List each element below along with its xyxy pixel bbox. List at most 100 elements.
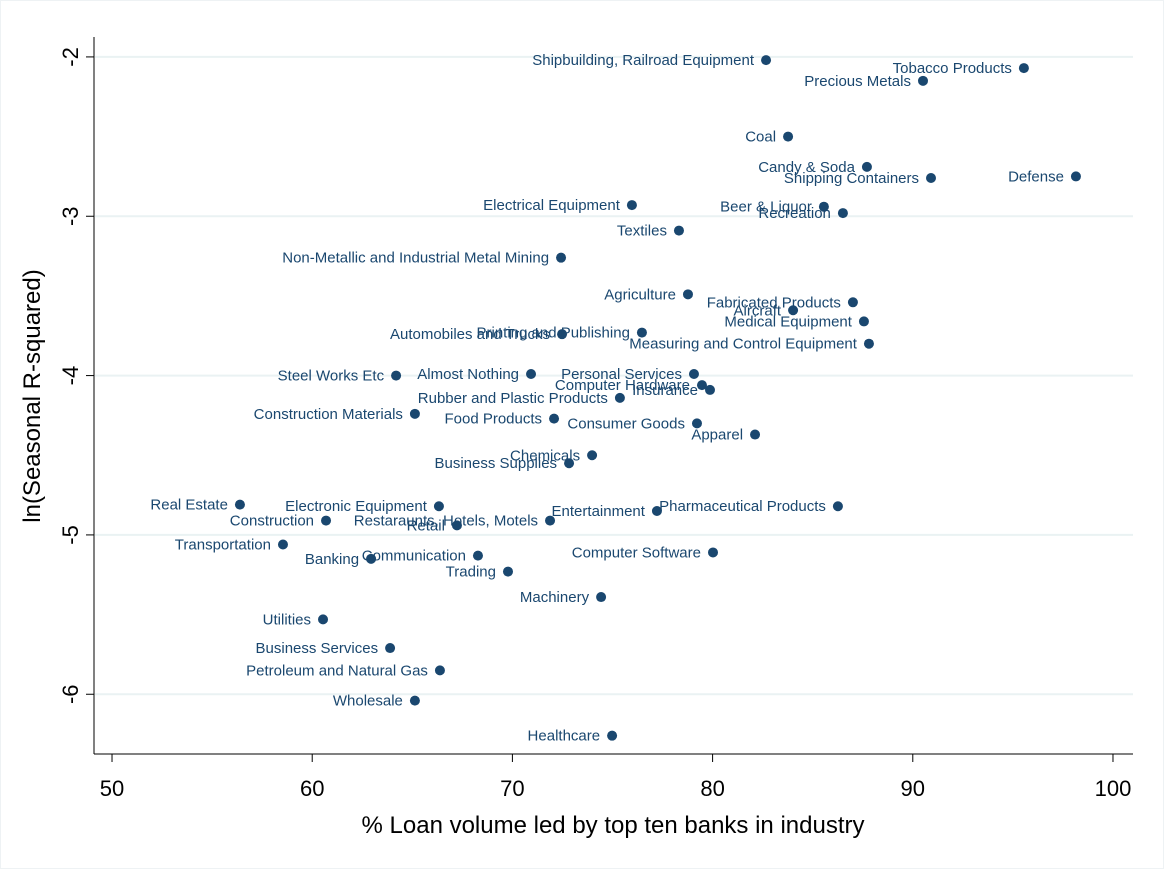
point-label: Shipbuilding, Railroad Equipment — [532, 52, 755, 69]
point-label: Construction Materials — [254, 406, 403, 423]
point — [861, 161, 872, 172]
point-label: Business Services — [256, 640, 379, 657]
point-label: Almost Nothing — [417, 366, 519, 383]
point-label: Defense — [1008, 168, 1064, 185]
x-tick-label: 90 — [901, 776, 925, 801]
point-label: Consumer Goods — [567, 415, 685, 432]
point — [451, 520, 462, 531]
point — [409, 695, 420, 706]
point-label: Shipping Containers — [784, 170, 919, 187]
point — [385, 643, 396, 654]
point-label: Transportation — [175, 536, 271, 553]
point-label: Candy & Soda — [758, 159, 855, 176]
point — [557, 329, 568, 340]
point — [434, 665, 445, 676]
point-label: Petroleum and Natural Gas — [246, 662, 428, 679]
point-label: Wholesale — [333, 693, 403, 710]
point — [587, 450, 598, 461]
x-axis-title: % Loan volume led by top ten banks in in… — [362, 812, 865, 839]
y-tick-label: -3 — [58, 206, 83, 226]
point — [391, 370, 402, 381]
point-label: Textiles — [617, 223, 667, 240]
y-tick-label: -6 — [58, 684, 83, 704]
y-tick-label: -2 — [58, 47, 83, 67]
point — [858, 316, 869, 327]
point — [502, 566, 513, 577]
point — [926, 173, 937, 184]
point-label: Medical Equipment — [724, 313, 852, 330]
point — [409, 408, 420, 419]
point — [564, 458, 575, 469]
point — [526, 368, 537, 379]
point-label: Business Supplies — [434, 455, 557, 472]
point — [277, 539, 288, 550]
point-label: Electrical Equipment — [483, 197, 621, 214]
point-label: Apparel — [691, 427, 743, 444]
y-axis-title: ln(Seasonal R-squared) — [19, 269, 46, 522]
point — [472, 550, 483, 561]
point — [704, 384, 715, 395]
point — [556, 252, 567, 263]
point-label: Rubber and Plastic Products — [418, 390, 608, 407]
point — [707, 547, 718, 558]
point-label: Real Estate — [150, 497, 228, 514]
y-tick-label: -5 — [58, 525, 83, 545]
point-label: Entertainment — [552, 503, 646, 520]
point-label: Banking — [305, 551, 359, 568]
point — [863, 338, 874, 349]
point-label: Communication — [362, 548, 466, 565]
point-label: Trading — [446, 564, 496, 581]
point — [788, 305, 799, 316]
point — [750, 429, 761, 440]
point — [651, 506, 662, 517]
point — [688, 368, 699, 379]
point — [783, 131, 794, 142]
point — [847, 297, 858, 308]
point-label: Computer Software — [572, 544, 701, 561]
point — [626, 200, 637, 211]
point-label: Fabricated Products — [707, 294, 841, 311]
point-label: Precious Metals — [804, 73, 911, 90]
point — [837, 208, 848, 219]
point — [614, 392, 625, 403]
point — [832, 501, 843, 512]
x-tick-label: 50 — [100, 776, 124, 801]
point-label: Personal Services — [561, 366, 682, 383]
point — [636, 327, 647, 338]
point-label: Pharmaceutical Products — [659, 498, 826, 515]
point — [366, 553, 377, 564]
point — [696, 380, 707, 391]
x-tick-label: 60 — [300, 776, 324, 801]
point-label: Insurance — [632, 382, 698, 399]
point-label: Recreation — [758, 205, 831, 222]
point — [318, 614, 329, 625]
point — [682, 289, 693, 300]
point-label: Restaraunts, Hotels, Motels — [354, 513, 538, 530]
point — [433, 501, 444, 512]
point-label: Electronic Equipment — [285, 498, 428, 515]
point-label: Retail — [407, 517, 445, 534]
point — [234, 499, 245, 510]
point — [673, 225, 684, 236]
point-label: Steel Works Etc — [278, 368, 385, 385]
point-label: Utilities — [263, 611, 311, 628]
y-tick-label: -4 — [58, 366, 83, 386]
point — [321, 515, 332, 526]
point-label: Agriculture — [604, 286, 676, 303]
point-label: Printing and Publishing — [476, 325, 629, 342]
x-tick-label: 70 — [500, 776, 524, 801]
point-label: Beer & Liquor — [720, 199, 812, 216]
point-label: Food Products — [444, 411, 542, 428]
point — [1018, 63, 1029, 74]
point — [917, 75, 928, 86]
point-label: Machinery — [520, 589, 590, 606]
point — [596, 592, 607, 603]
point — [549, 413, 560, 424]
point-label: Coal — [745, 129, 776, 146]
point-label: Chemicals — [510, 447, 580, 464]
point — [761, 55, 772, 66]
point-label: Healthcare — [528, 728, 601, 745]
point — [545, 515, 556, 526]
